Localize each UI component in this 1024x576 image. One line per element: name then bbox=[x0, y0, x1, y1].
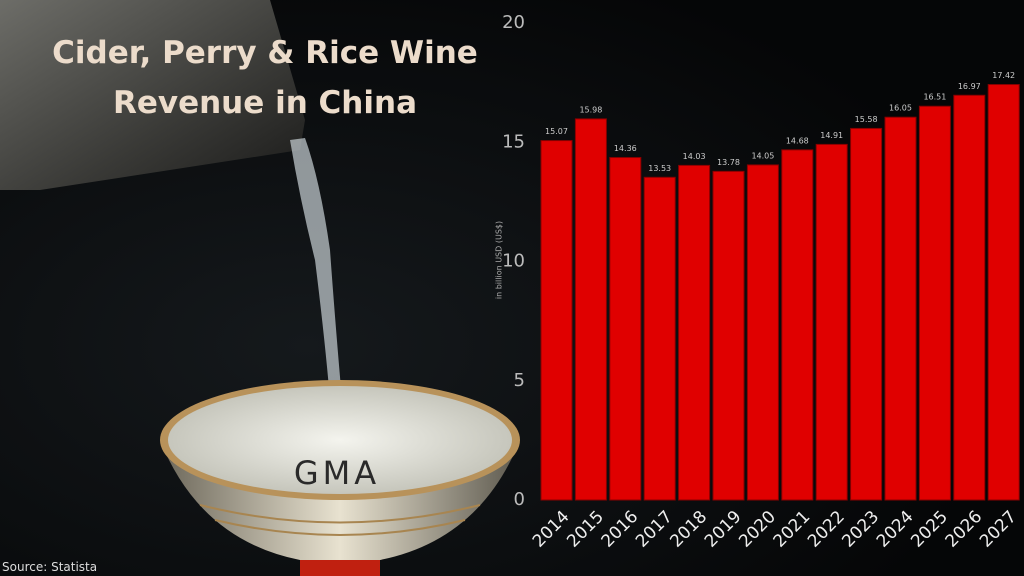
value-label: 16.51 bbox=[923, 93, 946, 102]
bowl-line bbox=[214, 519, 466, 536]
y-tick-label: 10 bbox=[502, 251, 525, 272]
y-tick-label: 15 bbox=[502, 131, 525, 152]
value-label: 14.03 bbox=[683, 152, 706, 161]
source: Source: Statista bbox=[2, 560, 98, 574]
stream bbox=[290, 138, 342, 400]
value-label: 13.53 bbox=[648, 164, 671, 173]
bar bbox=[781, 149, 814, 501]
y-axis-label: in billion USD (US$) bbox=[495, 221, 504, 299]
bar bbox=[884, 116, 917, 501]
bar bbox=[850, 127, 883, 501]
value-label: 14.05 bbox=[751, 151, 774, 160]
logo: GMA bbox=[294, 454, 380, 492]
bar bbox=[540, 140, 573, 501]
bottle bbox=[0, 0, 305, 190]
value-label: 16.05 bbox=[889, 104, 912, 113]
bar bbox=[643, 176, 676, 501]
value-label: 16.97 bbox=[958, 82, 981, 91]
value-label: 14.36 bbox=[614, 144, 637, 153]
value-label: 15.98 bbox=[579, 105, 602, 114]
bar bbox=[678, 164, 711, 501]
y-tick-label: 0 bbox=[514, 489, 525, 510]
value-label: 13.78 bbox=[717, 158, 740, 167]
bar bbox=[746, 164, 779, 501]
value-label: 14.91 bbox=[820, 131, 843, 140]
rice-wine bbox=[168, 386, 512, 494]
value-label: 15.58 bbox=[855, 115, 878, 124]
bar bbox=[953, 94, 986, 501]
value-label: 14.68 bbox=[786, 136, 809, 145]
bowl-line bbox=[199, 504, 481, 524]
bar bbox=[815, 143, 848, 501]
y-tick-label: 20 bbox=[502, 12, 525, 33]
value-label: 15.07 bbox=[545, 127, 568, 136]
bar bbox=[918, 105, 951, 501]
bar bbox=[609, 157, 642, 501]
bar bbox=[987, 84, 1020, 501]
bar bbox=[712, 170, 745, 501]
chart-title: Cider, Perry & Rice Wine Revenue in Chin… bbox=[52, 35, 478, 121]
bowl-foot bbox=[300, 560, 380, 576]
bar bbox=[574, 118, 607, 501]
y-tick-label: 5 bbox=[514, 370, 525, 391]
value-label: 17.42 bbox=[992, 71, 1015, 80]
